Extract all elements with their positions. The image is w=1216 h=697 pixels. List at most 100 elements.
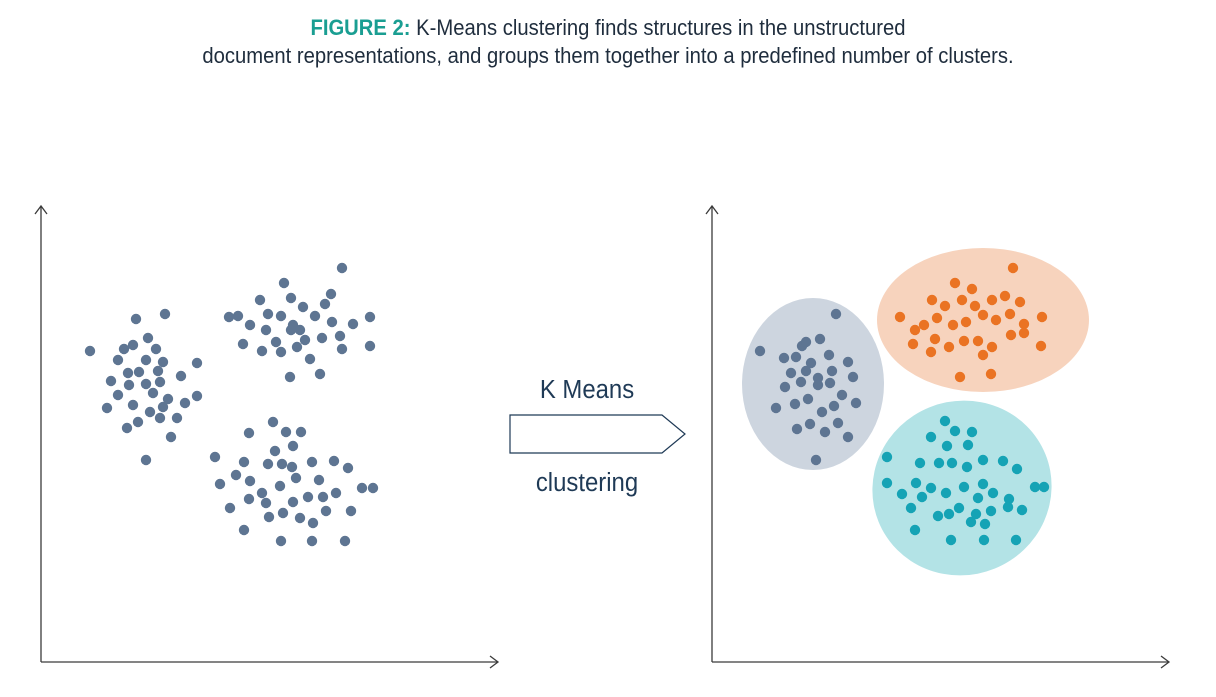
cluster-1-point — [812, 379, 824, 391]
data-point — [347, 318, 359, 330]
cluster-2-point — [907, 338, 919, 350]
data-point — [364, 311, 376, 323]
cluster-1-point — [779, 381, 791, 393]
data-point — [267, 416, 279, 428]
left-plot-axes — [34, 204, 500, 669]
cluster-2-point — [947, 319, 959, 331]
data-point — [157, 356, 169, 368]
data-point — [256, 487, 268, 499]
cluster-3-point — [978, 534, 990, 546]
cluster-1-point — [778, 352, 790, 364]
cluster-2-point — [1007, 262, 1019, 274]
data-point — [275, 310, 287, 322]
cluster-2-point — [990, 314, 1002, 326]
cluster-2-point — [969, 300, 981, 312]
cluster-3-point — [997, 455, 1009, 467]
data-point — [336, 343, 348, 355]
data-point — [260, 497, 272, 509]
cluster-3-point — [925, 431, 937, 443]
data-point — [270, 336, 282, 348]
kmeans-arrow: K Means clustering — [509, 375, 686, 497]
cluster-3-point — [953, 502, 965, 514]
data-point — [152, 365, 164, 377]
data-point — [277, 507, 289, 519]
cluster-3-point — [941, 440, 953, 452]
data-point — [254, 294, 266, 306]
left-x-axis-arrowhead — [489, 655, 500, 669]
right-y-axis-arrowhead — [705, 204, 719, 215]
cluster-2-point — [925, 346, 937, 358]
data-point — [133, 366, 145, 378]
data-point — [274, 480, 286, 492]
data-point — [159, 308, 171, 320]
data-point — [286, 461, 298, 473]
data-point — [330, 487, 342, 499]
cluster-2-point — [956, 294, 968, 306]
data-point — [105, 375, 117, 387]
cluster-3-point — [916, 491, 928, 503]
cluster-3-point — [1011, 463, 1023, 475]
data-point — [304, 353, 316, 365]
data-point — [244, 475, 256, 487]
cluster-1-point — [824, 377, 836, 389]
cluster-1-point — [830, 308, 842, 320]
cluster-1-point — [819, 426, 831, 438]
data-point — [345, 505, 357, 517]
cluster-1-point — [836, 389, 848, 401]
arrow-label-top: K Means — [540, 375, 634, 404]
cluster-3-point — [961, 461, 973, 473]
data-point — [275, 535, 287, 547]
cluster-3-point — [977, 454, 989, 466]
data-point — [101, 402, 113, 414]
cluster-3-point — [987, 487, 999, 499]
data-point — [191, 390, 203, 402]
cluster-3-point — [1038, 481, 1050, 493]
data-point — [150, 343, 162, 355]
cluster-2-point — [939, 300, 951, 312]
data-point — [306, 456, 318, 468]
cluster-1-point — [828, 400, 840, 412]
cluster-2-point — [966, 283, 978, 295]
cluster-3-point — [940, 487, 952, 499]
clustered-points — [754, 262, 1050, 546]
data-point — [290, 472, 302, 484]
data-point — [209, 451, 221, 463]
arrow-shape — [509, 414, 686, 454]
data-point — [121, 422, 133, 434]
data-point — [165, 431, 177, 443]
data-point — [336, 262, 348, 274]
cluster-3-point — [939, 415, 951, 427]
cluster-3-point — [1003, 493, 1015, 505]
cluster-2-point — [1018, 318, 1030, 330]
cluster-2-point — [986, 341, 998, 353]
data-point — [313, 474, 325, 486]
data-point — [127, 339, 139, 351]
cluster-2-point — [918, 319, 930, 331]
cluster-1-point — [842, 431, 854, 443]
data-point — [112, 389, 124, 401]
cluster-1-point — [770, 402, 782, 414]
data-point — [309, 310, 321, 322]
cluster-2-point — [926, 294, 938, 306]
cluster-1-point — [847, 371, 859, 383]
data-point — [132, 416, 144, 428]
data-point — [275, 346, 287, 358]
data-point — [140, 378, 152, 390]
cluster-1-point — [814, 333, 826, 345]
right-x-axis-arrowhead — [1160, 655, 1171, 669]
data-point — [294, 324, 306, 336]
data-point — [356, 482, 368, 494]
data-point — [326, 316, 338, 328]
data-point — [123, 379, 135, 391]
cluster-3-point — [1016, 504, 1028, 516]
cluster-1-point — [802, 393, 814, 405]
cluster-3-point — [914, 457, 926, 469]
data-point — [122, 367, 134, 379]
cluster-1-point — [816, 406, 828, 418]
data-point — [285, 292, 297, 304]
cluster-2-point — [1004, 308, 1016, 320]
data-point — [263, 511, 275, 523]
cluster-3-point — [946, 457, 958, 469]
data-point — [280, 426, 292, 438]
